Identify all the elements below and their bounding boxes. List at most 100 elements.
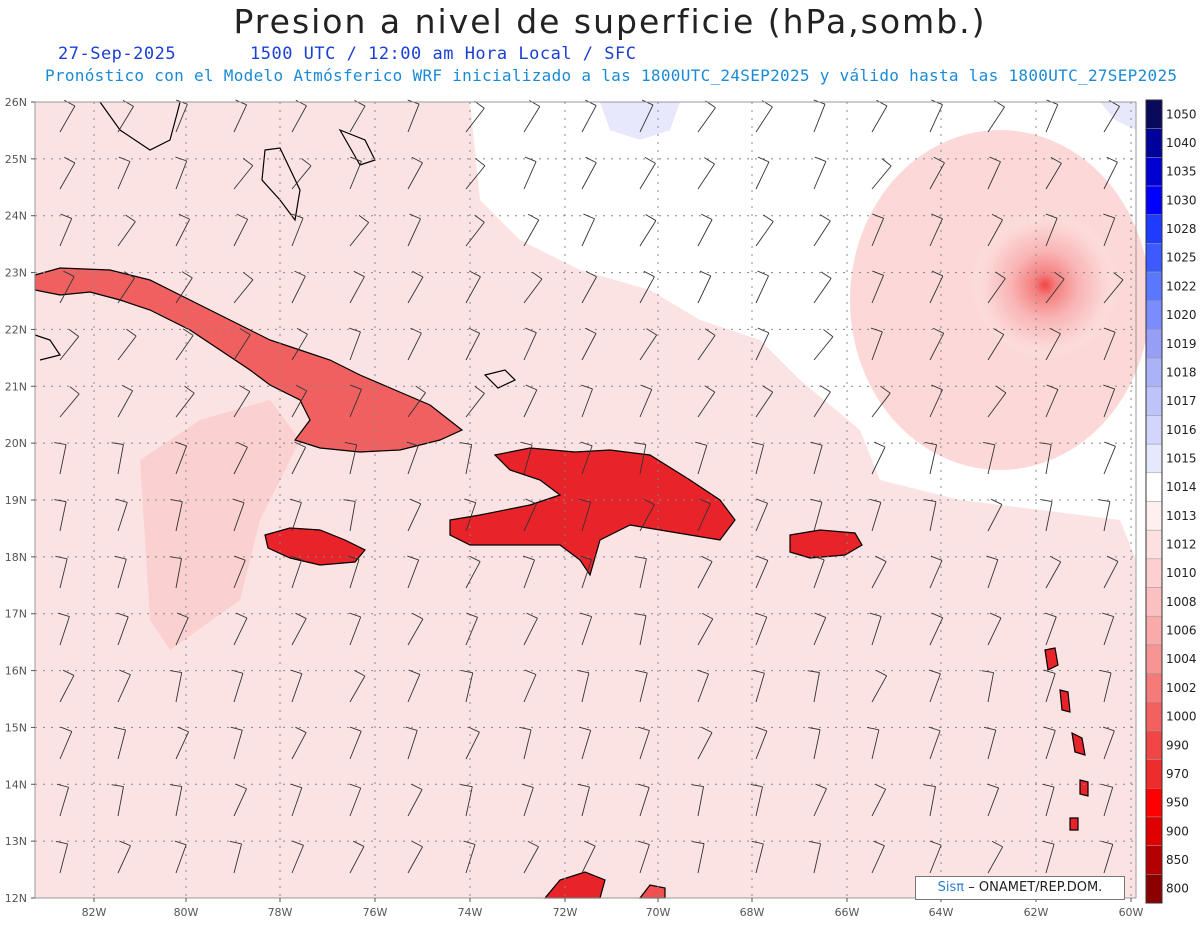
wind-barb-staff xyxy=(697,219,713,247)
wind-barb-staff xyxy=(871,105,888,133)
colorbar-label: 900 xyxy=(1166,824,1189,838)
wind-barb-staff xyxy=(291,559,303,589)
wind-barb-flag xyxy=(527,840,539,848)
wind-barb-flag xyxy=(350,384,362,390)
wind-barb-flag xyxy=(873,840,885,847)
wind-barb-staff xyxy=(117,335,137,361)
wind-barb-staff xyxy=(639,672,648,703)
wind-barb-staff xyxy=(813,617,827,646)
wind-barb-staff xyxy=(1103,561,1119,589)
wind-barb-flag xyxy=(697,669,709,675)
wind-barb-staff xyxy=(59,393,80,418)
wind-barb-staff xyxy=(117,786,124,817)
wind-barb-staff xyxy=(59,105,76,133)
wind-barb-flag xyxy=(124,271,135,279)
wind-barb-staff xyxy=(465,165,486,190)
colorbar-swatch xyxy=(1145,329,1163,359)
wind-barb-flag xyxy=(289,498,302,503)
wind-barb-flag xyxy=(115,498,128,503)
wind-barb-staff xyxy=(813,391,831,418)
wind-barb-flag xyxy=(55,840,68,845)
wind-barb-staff xyxy=(407,674,421,703)
wind-barb-flag xyxy=(881,158,892,167)
wind-barb-staff xyxy=(1103,388,1116,418)
colorbar-swatch xyxy=(1145,615,1163,646)
wind-barb-staff xyxy=(581,162,597,190)
colorbar-label: 1002 xyxy=(1166,681,1197,695)
wind-barb-staff xyxy=(813,672,820,703)
wind-barb-flag xyxy=(239,328,251,336)
wind-barb-staff xyxy=(871,845,885,874)
wind-barb-flag xyxy=(933,156,945,164)
wind-barb-staff xyxy=(639,389,653,418)
wind-barb-staff xyxy=(233,391,251,418)
wind-barb-staff xyxy=(755,560,769,589)
colorbar-label: 850 xyxy=(1166,853,1189,867)
wind-barb-staff xyxy=(871,675,888,703)
wind-barb-staff xyxy=(291,447,306,475)
wind-barb-flag xyxy=(1103,327,1116,333)
lon-label: 78W xyxy=(268,906,293,919)
wind-barb-flag xyxy=(580,441,593,447)
wind-barb-staff xyxy=(59,162,76,190)
wind-barb-flag xyxy=(295,726,307,733)
wind-barb-staff xyxy=(233,334,251,361)
wind-barb-flag xyxy=(928,669,941,675)
lat-label: 20N xyxy=(5,437,27,450)
wind-barb-flag xyxy=(585,156,597,164)
wind-barb-flag xyxy=(525,498,537,505)
wind-barb-flag xyxy=(643,270,655,278)
wind-barb-flag xyxy=(463,840,476,845)
wind-barb-flag xyxy=(184,385,195,394)
wind-barb-flag xyxy=(989,612,1002,619)
wind-barb-staff xyxy=(639,844,650,874)
wind-barb-flag xyxy=(755,612,767,618)
wind-barb-flag xyxy=(640,384,652,390)
wind-barb-staff xyxy=(175,672,183,703)
wind-barb-staff xyxy=(407,730,418,760)
wind-barb-staff xyxy=(987,846,1004,874)
wind-barb-flag xyxy=(637,726,650,731)
wind-barb-flag xyxy=(469,555,481,562)
wind-barb-staff xyxy=(291,618,307,646)
wind-barb-flag xyxy=(464,498,476,504)
wind-barb-flag xyxy=(526,612,538,619)
wind-barb-flag xyxy=(412,270,424,278)
wind-barb-flag xyxy=(585,327,597,334)
wind-barb-staff xyxy=(871,561,887,589)
wind-barb-flag xyxy=(635,669,648,674)
wind-barb-staff xyxy=(929,218,943,247)
wind-barb-flag xyxy=(354,99,366,107)
credit-box: Sisπ – ONAMET/REP.DOM. xyxy=(915,876,1125,900)
wind-barb-flag xyxy=(986,555,998,561)
wind-barb-flag xyxy=(68,328,79,337)
wind-barb-staff xyxy=(117,845,131,874)
wind-barb-staff xyxy=(1045,217,1058,247)
wind-barb-staff xyxy=(117,161,131,190)
wind-barb-flag xyxy=(169,670,182,673)
wind-barb-staff xyxy=(175,335,194,361)
wind-barb-flag xyxy=(757,270,769,277)
colorbar-swatch xyxy=(1145,443,1163,474)
wind-barb-staff xyxy=(697,673,709,703)
colorbar-label: 1050 xyxy=(1166,107,1197,121)
colorbar-label: 1028 xyxy=(1166,222,1197,236)
wind-barb-staff xyxy=(697,163,715,190)
wind-barb-staff xyxy=(813,729,821,760)
colorbar-label: 1035 xyxy=(1166,165,1197,179)
hispaniola-landmass xyxy=(449,447,736,577)
colorbar-label: 1008 xyxy=(1166,595,1197,609)
turks-caicos xyxy=(483,369,517,389)
wind-barb-staff xyxy=(639,276,655,304)
wind-barb-staff xyxy=(465,617,478,646)
wind-barb-staff xyxy=(581,105,597,133)
wind-barb-flag xyxy=(113,726,126,731)
wind-barb-staff xyxy=(59,675,75,703)
wind-barb-staff xyxy=(59,787,70,817)
wind-barb-staff xyxy=(1103,331,1116,361)
colorbar-label: 800 xyxy=(1166,882,1189,896)
wind-barb-staff xyxy=(871,502,882,532)
colorbar-label: 950 xyxy=(1166,796,1189,810)
wind-barb-flag xyxy=(704,157,715,165)
wind-barb-staff xyxy=(523,503,537,532)
